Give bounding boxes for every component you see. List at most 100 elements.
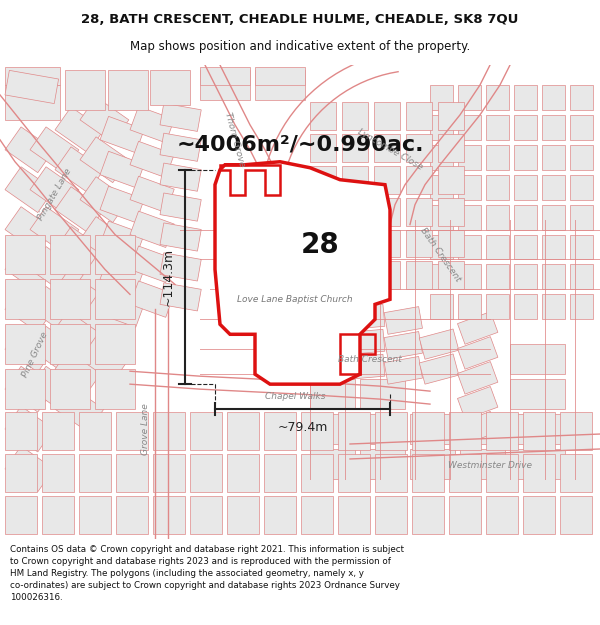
- Bar: [542, 85, 565, 110]
- Bar: [374, 198, 400, 226]
- Bar: [227, 412, 259, 450]
- Bar: [570, 234, 593, 259]
- Bar: [342, 166, 368, 194]
- Text: Love Lane Baptist Church: Love Lane Baptist Church: [237, 295, 353, 304]
- Bar: [30, 207, 79, 252]
- Bar: [160, 163, 201, 191]
- Bar: [406, 134, 432, 162]
- Bar: [80, 296, 129, 343]
- Text: ~4006m²/~0.990ac.: ~4006m²/~0.990ac.: [176, 135, 424, 155]
- Bar: [80, 217, 129, 262]
- Bar: [116, 412, 148, 450]
- Bar: [108, 70, 148, 110]
- Bar: [5, 71, 59, 104]
- Bar: [5, 247, 54, 292]
- Bar: [310, 134, 336, 162]
- Bar: [430, 175, 453, 199]
- Bar: [5, 286, 54, 332]
- Bar: [338, 454, 370, 492]
- Bar: [5, 446, 54, 492]
- Bar: [375, 412, 407, 450]
- Bar: [5, 234, 45, 274]
- Bar: [264, 496, 296, 534]
- Bar: [5, 279, 45, 319]
- Bar: [227, 496, 259, 534]
- Bar: [310, 102, 336, 130]
- Bar: [510, 379, 565, 409]
- Bar: [374, 102, 400, 130]
- Bar: [486, 496, 518, 534]
- Text: Grove Lane: Grove Lane: [140, 403, 149, 455]
- Bar: [458, 264, 481, 289]
- Bar: [510, 449, 565, 479]
- Bar: [338, 496, 370, 534]
- Text: 28: 28: [301, 231, 340, 259]
- Bar: [190, 496, 222, 534]
- Bar: [570, 264, 593, 289]
- Bar: [412, 454, 444, 492]
- Bar: [449, 412, 481, 450]
- Bar: [342, 198, 368, 226]
- Bar: [486, 234, 509, 259]
- Bar: [486, 85, 509, 110]
- Bar: [150, 70, 190, 105]
- Bar: [79, 412, 111, 450]
- Bar: [430, 294, 453, 319]
- Bar: [384, 356, 422, 384]
- Bar: [55, 107, 104, 152]
- Bar: [412, 496, 444, 534]
- Bar: [570, 204, 593, 229]
- Bar: [406, 229, 432, 258]
- Bar: [55, 266, 104, 312]
- Bar: [55, 306, 104, 352]
- Bar: [486, 115, 509, 140]
- Bar: [348, 304, 385, 329]
- Bar: [160, 282, 201, 311]
- Bar: [80, 97, 129, 142]
- Bar: [100, 116, 144, 152]
- Text: Chapel Walks: Chapel Walks: [265, 392, 325, 401]
- Bar: [514, 234, 537, 259]
- Text: 28, BATH CRESCENT, CHEADLE HULME, CHEADLE, SK8 7QU: 28, BATH CRESCENT, CHEADLE HULME, CHEADL…: [82, 13, 518, 26]
- Bar: [360, 379, 405, 409]
- Bar: [360, 449, 405, 479]
- Bar: [160, 133, 201, 161]
- Bar: [457, 337, 498, 369]
- Text: Thorn Grove: Thorn Grove: [223, 111, 247, 168]
- Bar: [116, 454, 148, 492]
- Bar: [542, 264, 565, 289]
- Bar: [457, 362, 498, 394]
- Bar: [514, 115, 537, 140]
- Bar: [560, 496, 592, 534]
- Bar: [486, 294, 509, 319]
- Bar: [342, 229, 368, 258]
- Text: Pine Grove: Pine Grove: [20, 330, 49, 378]
- Bar: [95, 234, 135, 274]
- Bar: [5, 496, 37, 534]
- Bar: [5, 324, 45, 364]
- Bar: [80, 336, 129, 382]
- Bar: [301, 496, 333, 534]
- Bar: [542, 204, 565, 229]
- Bar: [438, 166, 464, 194]
- Bar: [130, 106, 174, 142]
- Bar: [80, 177, 129, 222]
- Bar: [430, 204, 453, 229]
- Bar: [419, 354, 459, 384]
- Bar: [264, 412, 296, 450]
- Bar: [384, 331, 422, 359]
- Bar: [301, 412, 333, 450]
- Bar: [410, 414, 455, 444]
- Bar: [449, 454, 481, 492]
- Bar: [570, 294, 593, 319]
- Bar: [160, 193, 201, 221]
- Bar: [310, 449, 355, 479]
- Bar: [310, 302, 345, 324]
- Text: Contains OS data © Crown copyright and database right 2021. This information is : Contains OS data © Crown copyright and d…: [10, 545, 404, 602]
- Bar: [5, 167, 54, 212]
- Bar: [486, 145, 509, 170]
- Bar: [55, 227, 104, 272]
- Bar: [570, 115, 593, 140]
- Bar: [160, 253, 201, 281]
- Bar: [438, 198, 464, 226]
